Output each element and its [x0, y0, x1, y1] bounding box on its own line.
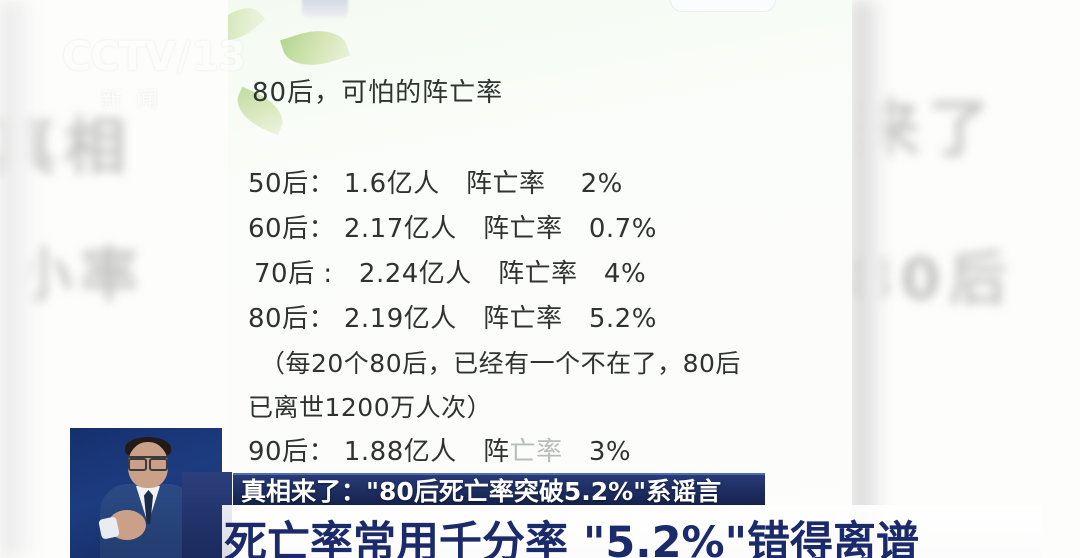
anchor-cuff	[98, 516, 120, 540]
stat-label-50s: 50后：	[248, 169, 336, 199]
stat-rate-80s: 5.2%	[588, 304, 657, 334]
lower-third-caption-text: 真相来了："80后死亡率突破5.2%"系谣言	[241, 477, 722, 506]
background-shade-left	[0, 0, 34, 558]
stat-population-90s: 1.88亿人	[343, 437, 457, 467]
note-line-2: 已离世1200万人次）	[248, 393, 493, 422]
stat-population-50s: 1.6亿人	[343, 169, 440, 199]
background-blurred-text-left-bottom: 小率	[14, 241, 147, 309]
stat-rate-50s: 2%	[580, 169, 623, 199]
stat-rate-label-70s: 阵亡率	[498, 259, 578, 289]
stat-label-60s: 60后：	[248, 214, 336, 244]
stat-rate-70s: 4%	[603, 259, 647, 289]
stat-row-80s: 80后： 2.19亿人 阵亡率 5.2%	[248, 297, 848, 342]
stat-row-60s: 60后： 2.17亿人 阵亡率 0.7%	[248, 207, 848, 252]
stat-rate-label-50s: 阵亡率	[466, 169, 546, 199]
stat-population-80s: 2.19亿人	[343, 304, 457, 334]
post-avatar-icon	[302, 0, 348, 18]
lower-third-headline: 死亡率常用千分率 "5.2%"错得离谱	[224, 518, 920, 558]
stat-row-70s: 70后 : 2.24亿人 阵亡率 4%	[248, 252, 848, 297]
cctv13-logo-main: CCTV/13	[62, 34, 246, 80]
logo-number-text: 13	[191, 34, 246, 80]
cctv13-logo: CCTV/13 新闻	[62, 34, 246, 118]
anchor-face	[128, 442, 168, 488]
rumor-post-card: 80后，可怕的阵亡率 50后： 1.6亿人 阵亡率 2% 60后： 2.17亿人…	[228, 0, 852, 558]
post-title: 80后，可怕的阵亡率	[252, 78, 504, 108]
stat-rate-label-60s: 阵亡率	[483, 214, 563, 244]
statistics-list: 50后： 1.6亿人 阵亡率 2% 60后： 2.17亿人 阵亡率 0.7% 7…	[248, 162, 848, 475]
stat-row-50s: 50后： 1.6亿人 阵亡率 2%	[248, 162, 848, 207]
news-anchor-inset	[70, 428, 222, 558]
stat-label-90s: 90后：	[248, 437, 336, 467]
stat-row-90s: 90后： 1.88亿人 阵亡率 3%	[248, 430, 848, 475]
leaf-decoration-icon	[279, 21, 351, 75]
background-shade-right	[852, 0, 886, 558]
stat-rate-label-90s-part2: 亡率	[509, 437, 563, 467]
stat-rate-label-80s: 阵亡率	[483, 304, 563, 334]
lower-third-background	[222, 505, 1042, 558]
anchor-glasses-icon	[128, 456, 168, 471]
stat-rate-label-90s-part1: 阵	[483, 437, 510, 467]
anchor-tie	[144, 490, 153, 524]
cctv13-logo-sub: 新闻	[99, 88, 172, 113]
stat-population-60s: 2.17亿人	[343, 214, 457, 244]
stat-label-70s: 70后 :	[254, 259, 333, 289]
stat-label-80s: 80后：	[248, 304, 336, 334]
lower-third-caption-bar: 真相来了："80后死亡率突破5.2%"系谣言	[233, 473, 765, 506]
stat-rate-90s: 3%	[588, 437, 632, 467]
logo-cctv-text: CCTV	[62, 34, 176, 80]
stat-rate-60s: 0.7%	[588, 214, 657, 244]
note-line-1: （每20个80后，已经有一个不在了，80后	[260, 349, 741, 378]
logo-slash-icon: /	[176, 34, 191, 80]
follow-button[interactable]	[670, 0, 776, 12]
stat-population-70s: 2.24亿人	[358, 259, 472, 289]
